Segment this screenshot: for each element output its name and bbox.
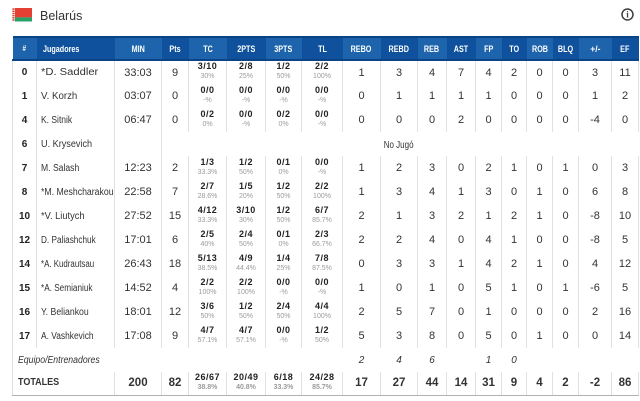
svg-text:i: i [626, 10, 629, 20]
